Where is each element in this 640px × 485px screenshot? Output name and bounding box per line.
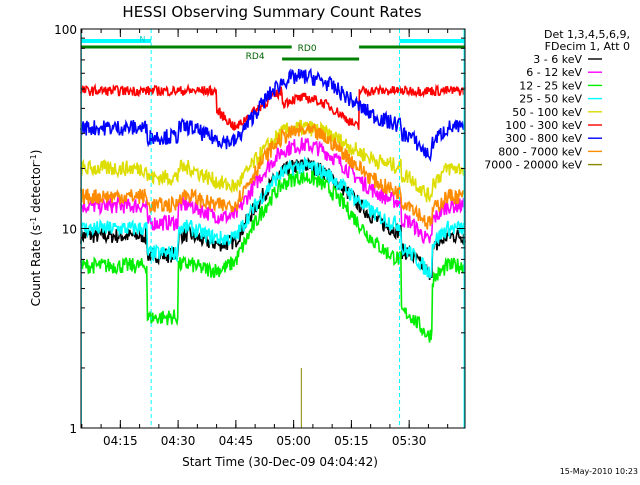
x-tick-label: 05:00 xyxy=(276,434,311,448)
y-axis-label: Count Rate (s-1 detector-1) xyxy=(29,150,44,307)
legend-entry-label: 6 - 12 keV xyxy=(526,66,582,79)
rd4-label: RD4 xyxy=(246,52,265,62)
series-line-7 xyxy=(80,122,466,230)
x-axis-label: Start Time (30-Dec-09 04:04:42) xyxy=(182,455,378,469)
legend-entry-label: 300 - 800 keV xyxy=(505,132,582,145)
x-tick-label: 05:15 xyxy=(334,434,369,448)
legend-entry-label: 25 - 50 keV xyxy=(519,93,582,106)
x-tick-label: 05:30 xyxy=(392,434,427,448)
y-tick-label: 10 xyxy=(62,223,77,237)
legend-header-line-2: FDecim 1, Att 0 xyxy=(545,40,630,53)
saa-label: N xyxy=(139,35,145,44)
legend-entry-label: 100 - 300 keV xyxy=(505,119,582,132)
rd0-label: RD0 xyxy=(298,44,317,54)
legend-entry-label: 3 - 6 keV xyxy=(533,53,582,66)
legend-entry-label: 800 - 7000 keV xyxy=(498,145,582,158)
axes: 04:15 04:30 04:45 05:00 05:15 05:30 1 10 100 xyxy=(54,23,465,448)
legend-entry-label: 12 - 25 keV xyxy=(519,79,582,92)
legend-header-line-1: Det 1,3,4,5,6,9, xyxy=(544,28,630,41)
y-tick-label: 100 xyxy=(54,23,77,37)
legend-entry-label: 50 - 100 keV xyxy=(512,106,582,119)
x-tick-label: 04:30 xyxy=(161,434,196,448)
legend-entry-label: 7000 - 20000 keV xyxy=(484,159,582,172)
series-line-3 xyxy=(80,156,466,279)
y-tick-label: 1 xyxy=(69,422,77,436)
chart-title: HESSI Observing Summary Count Rates xyxy=(122,3,421,21)
series-line-6 xyxy=(80,67,466,163)
plot-timestamp: 15-May-2010 10:23 xyxy=(560,467,638,476)
series-line-2 xyxy=(80,170,466,343)
plot-data xyxy=(80,67,466,428)
x-tick-label: 04:45 xyxy=(219,434,254,448)
x-tick-label: 04:15 xyxy=(103,434,138,448)
